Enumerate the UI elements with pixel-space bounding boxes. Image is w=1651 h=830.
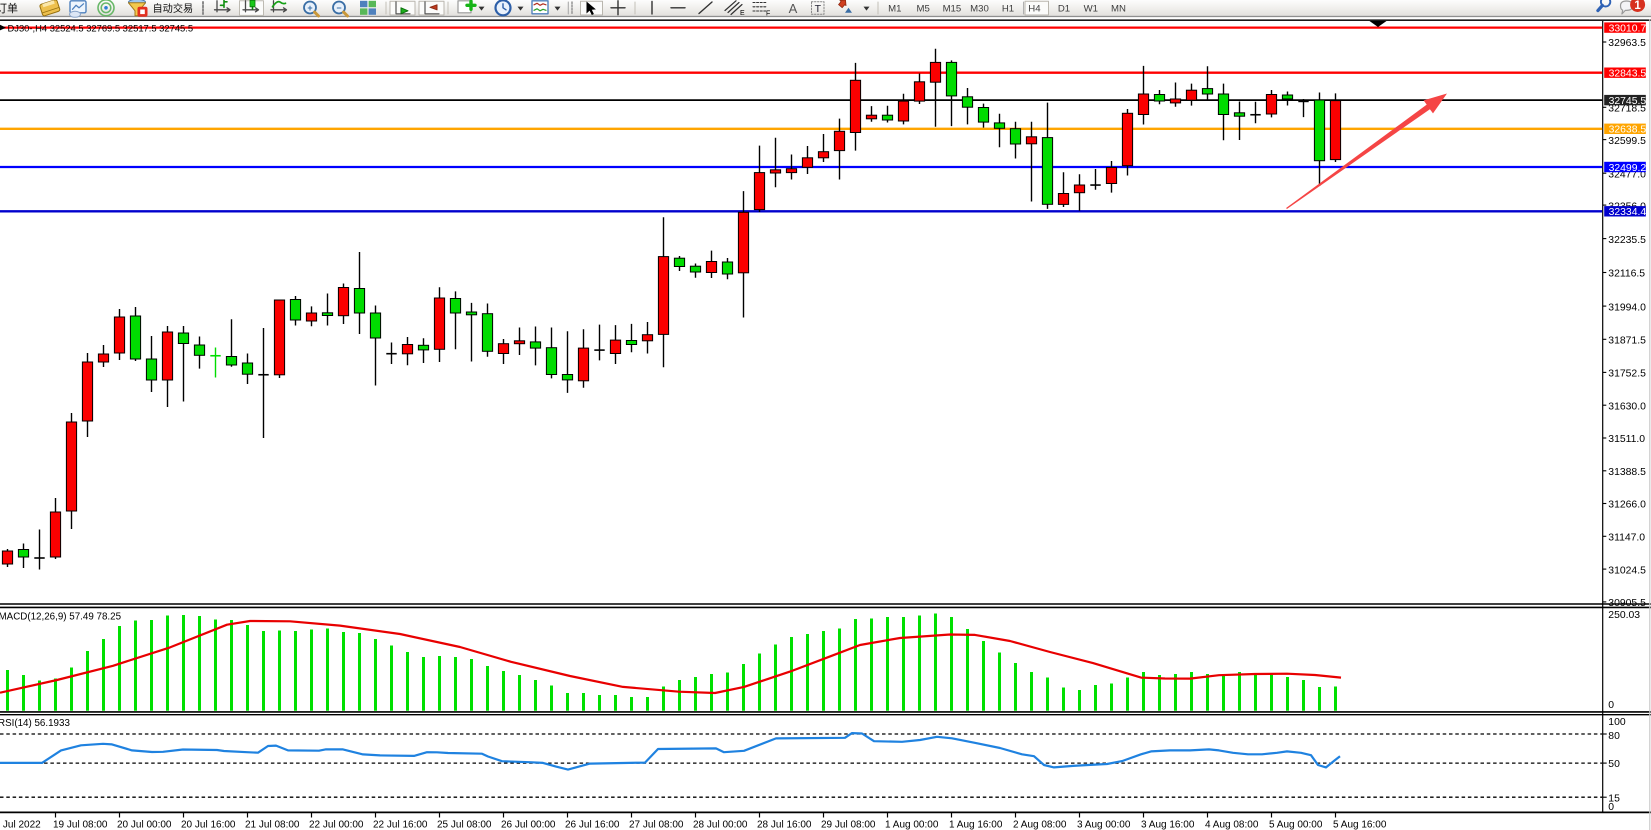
svg-text:29 Jul 08:00: 29 Jul 08:00 bbox=[821, 820, 876, 830]
svg-text:19 Jul 08:00: 19 Jul 08:00 bbox=[53, 820, 108, 830]
svg-text:DJ30-,H4 32524.5 32769.5 3251: DJ30-,H4 32524.5 32769.5 32517.5 32745.5 bbox=[8, 23, 194, 34]
svg-text:26 Jul 16:00: 26 Jul 16:00 bbox=[565, 820, 620, 830]
svg-text:20 Jul 00:00: 20 Jul 00:00 bbox=[117, 820, 172, 830]
svg-text:0: 0 bbox=[1608, 700, 1614, 711]
svg-text:MN: MN bbox=[1111, 4, 1126, 15]
svg-text:31024.5: 31024.5 bbox=[1608, 565, 1646, 576]
svg-text:M1: M1 bbox=[888, 4, 901, 15]
svg-text:4 Aug 08:00: 4 Aug 08:00 bbox=[1205, 820, 1259, 830]
svg-text:D1: D1 bbox=[1058, 4, 1070, 15]
svg-text:32963.5: 32963.5 bbox=[1608, 38, 1646, 49]
svg-text:28 Jul 16:00: 28 Jul 16:00 bbox=[757, 820, 812, 830]
svg-text:31752.5: 31752.5 bbox=[1608, 369, 1646, 380]
svg-text:80: 80 bbox=[1608, 731, 1620, 742]
svg-text:5 Aug 00:00: 5 Aug 00:00 bbox=[1269, 820, 1323, 830]
svg-text:H1: H1 bbox=[1002, 4, 1014, 15]
svg-text:+: + bbox=[307, 3, 312, 13]
svg-text:25 Jul 08:00: 25 Jul 08:00 bbox=[437, 820, 492, 830]
svg-text:50: 50 bbox=[1608, 759, 1620, 770]
svg-text:1 Aug 16:00: 1 Aug 16:00 bbox=[949, 820, 1003, 830]
svg-text:27 Jul 08:00: 27 Jul 08:00 bbox=[629, 820, 684, 830]
svg-text:H4: H4 bbox=[1028, 4, 1041, 15]
svg-text:32599.5: 32599.5 bbox=[1608, 136, 1646, 147]
svg-text:31994.0: 31994.0 bbox=[1608, 302, 1646, 313]
svg-text:RSI(14) 56.1933: RSI(14) 56.1933 bbox=[0, 718, 70, 729]
svg-text:32116.5: 32116.5 bbox=[1608, 269, 1645, 280]
svg-text:订单: 订单 bbox=[0, 2, 18, 15]
svg-text:31388.5: 31388.5 bbox=[1608, 467, 1646, 478]
svg-text:20 Jul 16:00: 20 Jul 16:00 bbox=[181, 820, 236, 830]
svg-text:32334.4: 32334.4 bbox=[1609, 207, 1647, 218]
svg-text:21 Jul 08:00: 21 Jul 08:00 bbox=[245, 820, 300, 830]
svg-text:自动交易: 自动交易 bbox=[153, 2, 194, 15]
svg-text:26 Jul 00:00: 26 Jul 00:00 bbox=[501, 820, 556, 830]
svg-text:T: T bbox=[815, 3, 822, 15]
svg-text:22 Jul 00:00: 22 Jul 00:00 bbox=[309, 820, 364, 830]
svg-text:31871.5: 31871.5 bbox=[1608, 336, 1646, 347]
svg-text:M5: M5 bbox=[917, 4, 930, 15]
svg-text:A: A bbox=[789, 1, 798, 16]
svg-text:31630.0: 31630.0 bbox=[1608, 401, 1646, 412]
svg-text:−: − bbox=[336, 3, 341, 13]
svg-text:32718.5: 32718.5 bbox=[1608, 104, 1646, 115]
svg-text:3 Aug 16:00: 3 Aug 16:00 bbox=[1141, 820, 1195, 830]
svg-text:E: E bbox=[740, 10, 745, 17]
svg-text:2 Aug 08:00: 2 Aug 08:00 bbox=[1013, 820, 1067, 830]
svg-text:33010.7: 33010.7 bbox=[1609, 24, 1647, 35]
svg-text:32745.5: 32745.5 bbox=[1609, 96, 1647, 107]
svg-text:32843.5: 32843.5 bbox=[1609, 69, 1647, 80]
svg-text:5 Aug 16:00: 5 Aug 16:00 bbox=[1333, 820, 1387, 830]
svg-text:32235.5: 32235.5 bbox=[1608, 235, 1646, 246]
svg-text:3 Aug 00:00: 3 Aug 00:00 bbox=[1077, 820, 1131, 830]
svg-text:1 Aug 00:00: 1 Aug 00:00 bbox=[885, 820, 939, 830]
svg-text:32638.5: 32638.5 bbox=[1609, 125, 1647, 136]
svg-text:15: 15 bbox=[1608, 794, 1620, 805]
svg-text:31511.0: 31511.0 bbox=[1608, 434, 1645, 445]
svg-text:M15: M15 bbox=[943, 4, 962, 15]
svg-text:W1: W1 bbox=[1084, 4, 1098, 15]
svg-text:F: F bbox=[766, 10, 770, 17]
svg-text:22 Jul 16:00: 22 Jul 16:00 bbox=[373, 820, 428, 830]
svg-text:31266.0: 31266.0 bbox=[1608, 500, 1646, 511]
svg-text:32499.2: 32499.2 bbox=[1609, 163, 1647, 174]
svg-text:28 Jul 00:00: 28 Jul 00:00 bbox=[693, 820, 748, 830]
svg-text:MACD(12,26,9) 57.49 78.25: MACD(12,26,9) 57.49 78.25 bbox=[0, 611, 122, 622]
svg-text:30905.5: 30905.5 bbox=[1608, 598, 1646, 609]
svg-text:M30: M30 bbox=[970, 4, 989, 15]
svg-text:32477.0: 32477.0 bbox=[1608, 169, 1646, 180]
svg-text:0: 0 bbox=[1608, 802, 1614, 813]
svg-text:18 Jul 2022: 18 Jul 2022 bbox=[0, 820, 41, 830]
svg-text:100: 100 bbox=[1608, 717, 1626, 728]
svg-text:1: 1 bbox=[1634, 0, 1641, 12]
svg-text:31147.0: 31147.0 bbox=[1608, 533, 1645, 544]
svg-text:250.03: 250.03 bbox=[1608, 610, 1640, 621]
